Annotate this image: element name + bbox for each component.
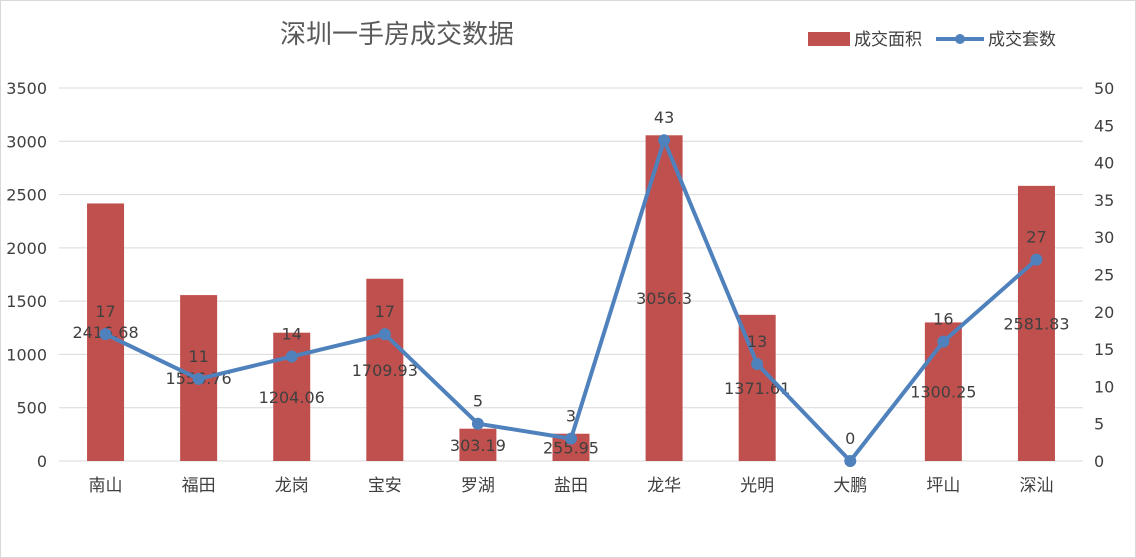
line-point xyxy=(192,372,205,385)
line-value-label: 17 xyxy=(375,302,395,321)
category-label: 光明 xyxy=(740,476,774,496)
bar xyxy=(645,135,683,461)
line-value-label: 3 xyxy=(566,407,576,426)
legend: 成交面积 成交套数 xyxy=(808,30,1056,50)
category-label: 深汕 xyxy=(1019,476,1053,496)
category-label: 宝安 xyxy=(368,476,402,496)
right-tick-label: 5 xyxy=(1094,415,1104,434)
line-value-label: 16 xyxy=(933,310,953,329)
left-tick-label: 1000 xyxy=(6,345,47,364)
legend-label-area: 成交面积 xyxy=(854,30,922,50)
legend-swatch-area xyxy=(808,32,850,46)
bar xyxy=(366,278,404,461)
right-tick-label: 0 xyxy=(1094,452,1104,471)
line-point xyxy=(658,134,671,147)
right-tick-label: 25 xyxy=(1094,266,1114,285)
bar-value-label: 1300.25 xyxy=(910,383,976,402)
left-tick-label: 2000 xyxy=(6,239,47,258)
line-value-label: 11 xyxy=(188,347,208,366)
legend-marker-count xyxy=(955,34,965,44)
line-value-label: 0 xyxy=(845,429,855,448)
left-axis-ticks: 0 500 1000 1500 2000 2500 3000 3500 xyxy=(6,79,47,471)
category-labels: 南山 福田 龙岗 宝安 罗湖 盐田 龙华 光明 大鹏 坪山 深汕 xyxy=(89,476,1054,496)
right-tick-label: 10 xyxy=(1094,377,1114,396)
line-point xyxy=(99,328,112,341)
bar-value-label: 3056.3 xyxy=(636,289,692,308)
left-tick-label: 3500 xyxy=(6,79,47,98)
line-point xyxy=(751,358,764,371)
line-point xyxy=(1030,253,1043,266)
left-tick-label: 3000 xyxy=(6,132,47,151)
bar-value-label: 2581.83 xyxy=(1003,314,1069,333)
category-label: 南山 xyxy=(89,476,123,496)
category-label: 坪山 xyxy=(926,476,960,496)
line-value-label: 14 xyxy=(282,325,302,344)
gridlines xyxy=(59,87,1083,462)
category-label: 龙华 xyxy=(647,476,681,496)
right-axis-ticks: 0 5 10 15 20 25 30 35 40 45 50 xyxy=(1094,79,1114,471)
left-tick-label: 1500 xyxy=(6,292,47,311)
bar xyxy=(1017,185,1055,461)
left-tick-label: 2500 xyxy=(6,186,47,205)
line-point xyxy=(471,417,484,430)
left-tick-label: 500 xyxy=(16,399,47,418)
right-tick-label: 20 xyxy=(1094,303,1114,322)
line-value-label: 27 xyxy=(1026,228,1046,247)
right-tick-label: 45 xyxy=(1094,116,1114,135)
line-value-label: 13 xyxy=(747,332,767,351)
category-label: 罗湖 xyxy=(461,476,495,496)
line-data-labels: 17 11 14 17 5 3 43 13 0 16 27 xyxy=(95,108,1046,448)
line-value-label: 43 xyxy=(654,108,674,127)
line-point xyxy=(285,350,298,363)
line-point xyxy=(937,335,950,348)
line-value-label: 5 xyxy=(473,392,483,411)
line-point xyxy=(844,455,857,467)
line-series xyxy=(99,134,1043,467)
bar-value-label: 303.19 xyxy=(450,436,506,455)
line-value-label: 17 xyxy=(95,302,115,321)
bar-value-label: 1709.93 xyxy=(352,361,418,380)
category-label: 盐田 xyxy=(554,476,588,496)
bar xyxy=(459,428,497,461)
right-tick-label: 40 xyxy=(1094,154,1114,173)
line-point xyxy=(378,328,391,341)
category-label: 大鹏 xyxy=(833,476,867,496)
right-tick-label: 50 xyxy=(1094,79,1114,98)
line-point xyxy=(565,432,577,445)
right-tick-label: 30 xyxy=(1094,228,1114,247)
bar-value-label: 1204.06 xyxy=(259,388,325,407)
chart-title: 深圳一手房成交数据 xyxy=(280,20,514,50)
category-label: 龙岗 xyxy=(275,476,309,496)
right-tick-label: 35 xyxy=(1094,191,1114,210)
legend-label-count: 成交套数 xyxy=(988,30,1056,50)
category-label: 福田 xyxy=(182,476,216,496)
bar-value-label: 255.95 xyxy=(543,438,599,457)
right-tick-label: 15 xyxy=(1094,340,1114,359)
left-tick-label: 0 xyxy=(37,452,47,471)
